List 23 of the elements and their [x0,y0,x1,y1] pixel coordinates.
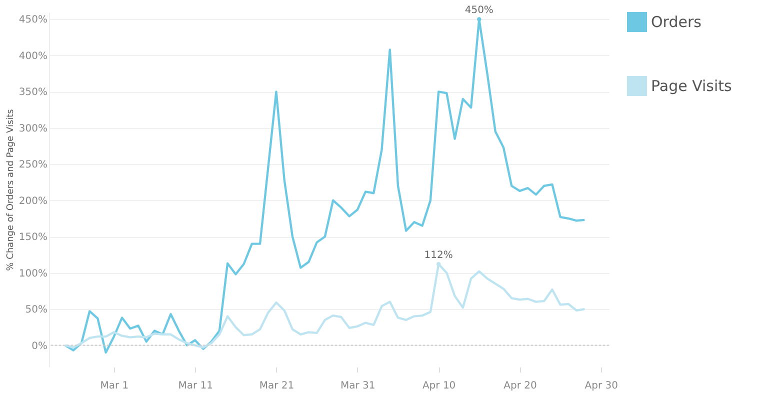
line-series [64,262,586,349]
x-tick-label: Apr 20 [504,380,537,392]
y-tick-label: 0% [32,340,48,352]
y-tick-label: 100% [18,268,48,280]
x-tick-label: Mar 1 [100,380,129,392]
legend-label: Page Visits [651,77,732,95]
y-tick-label: 200% [18,196,48,207]
x-tick-label: Mar 11 [178,380,213,392]
y-tick-label: 300% [18,123,48,134]
annotation: 450% [464,5,494,16]
y-tick-label: 50% [25,304,48,316]
x-tick-label: Apr 30 [584,380,618,392]
y-tick-label: 250% [18,160,48,171]
legend-label: Orders [651,13,702,31]
x-tick-label: Apr 10 [422,380,456,392]
y-axis-title: % Change of Orders and Page Visits [6,108,16,271]
y-tick-label: 400% [18,50,48,62]
annotation: 112% [424,250,453,262]
y-tick-label: 350% [18,87,48,98]
x-tick-label: Mar 31 [340,380,376,392]
y-tick-label: 450% [18,14,48,26]
x-tick-label: Mar 21 [259,380,294,392]
y-tick-label: 150% [18,232,48,244]
